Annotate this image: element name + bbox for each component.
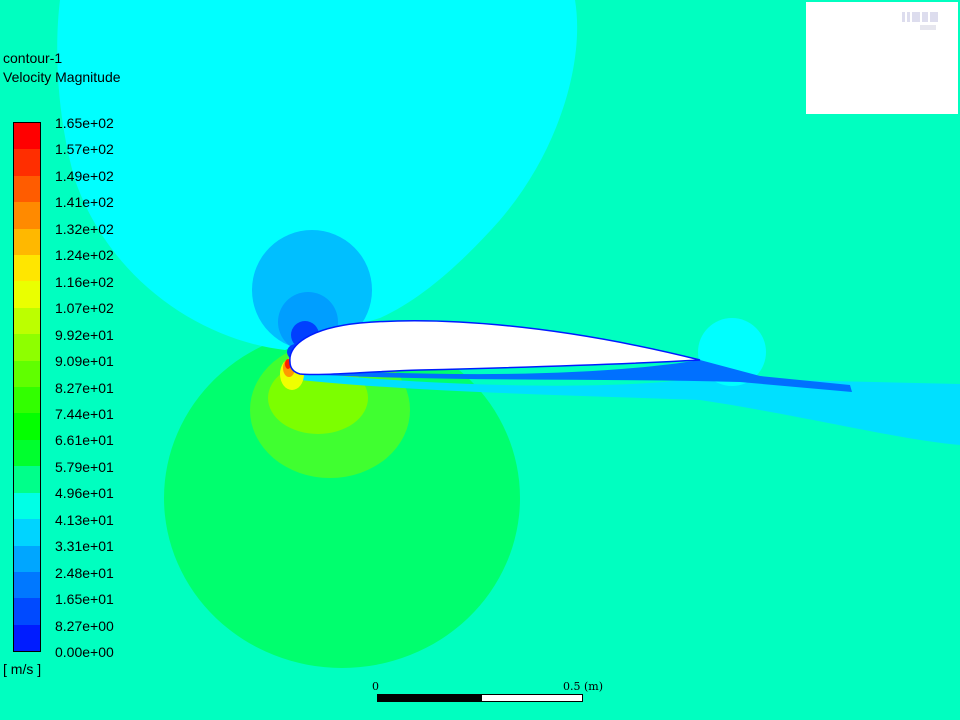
legend-swatch xyxy=(14,149,40,175)
legend-swatch xyxy=(14,440,40,466)
scale-bar-white-segment xyxy=(481,694,583,702)
scale-bar-end-label: 0.5 (m) xyxy=(563,680,603,693)
legend-swatch xyxy=(14,229,40,255)
legend-tick-label: 1.49e+02 xyxy=(55,168,114,184)
legend-tick-label: 4.13e+01 xyxy=(55,512,114,528)
legend-swatch xyxy=(14,255,40,281)
colormap-legend-bar xyxy=(13,122,41,652)
legend-tick-label: 9.09e+01 xyxy=(55,353,114,369)
legend-swatch xyxy=(14,361,40,387)
legend-tick-label: 6.61e+01 xyxy=(55,432,114,448)
legend-swatch xyxy=(14,387,40,413)
legend-tick-label: 1.32e+02 xyxy=(55,221,114,237)
length-scale-bar xyxy=(377,694,583,702)
contour-name-title: contour-1 xyxy=(3,50,62,66)
legend-swatch xyxy=(14,519,40,545)
legend-swatch xyxy=(14,413,40,439)
legend-swatch xyxy=(14,493,40,519)
software-logo-icon xyxy=(900,8,940,34)
legend-tick-label: 1.41e+02 xyxy=(55,194,114,210)
legend-tick-label: 8.27e+00 xyxy=(55,618,114,634)
legend-swatch xyxy=(14,281,40,307)
legend-swatch xyxy=(14,202,40,228)
legend-tick-label: 7.44e+01 xyxy=(55,406,114,422)
legend-tick-label: 1.57e+02 xyxy=(55,141,114,157)
legend-tick-label: 9.92e+01 xyxy=(55,327,114,343)
legend-swatch xyxy=(14,176,40,202)
legend-tick-label: 5.79e+01 xyxy=(55,459,114,475)
legend-swatch xyxy=(14,308,40,334)
legend-swatch xyxy=(14,466,40,492)
legend-tick-label: 1.16e+02 xyxy=(55,274,114,290)
legend-swatch xyxy=(14,334,40,360)
legend-tick-label: 2.48e+01 xyxy=(55,565,114,581)
legend-swatch xyxy=(14,598,40,624)
legend-swatch xyxy=(14,625,40,651)
legend-tick-label: 3.31e+01 xyxy=(55,538,114,554)
scale-bar-start-label: 0 xyxy=(372,680,379,693)
legend-tick-label: 1.07e+02 xyxy=(55,300,114,316)
legend-swatch xyxy=(14,546,40,572)
legend-tick-label: 1.65e+02 xyxy=(55,115,114,131)
legend-tick-label: 8.27e+01 xyxy=(55,380,114,396)
legend-units-label: [ m/s ] xyxy=(3,661,41,677)
legend-tick-label: 0.00e+00 xyxy=(55,644,114,660)
scale-bar-black-segment xyxy=(377,694,481,702)
legend-swatch xyxy=(14,123,40,149)
legend-tick-label: 1.65e+01 xyxy=(55,591,114,607)
legend-tick-label: 1.24e+02 xyxy=(55,247,114,263)
legend-tick-label: 4.96e+01 xyxy=(55,485,114,501)
legend-swatch xyxy=(14,572,40,598)
contour-variable-title: Velocity Magnitude xyxy=(3,69,121,85)
